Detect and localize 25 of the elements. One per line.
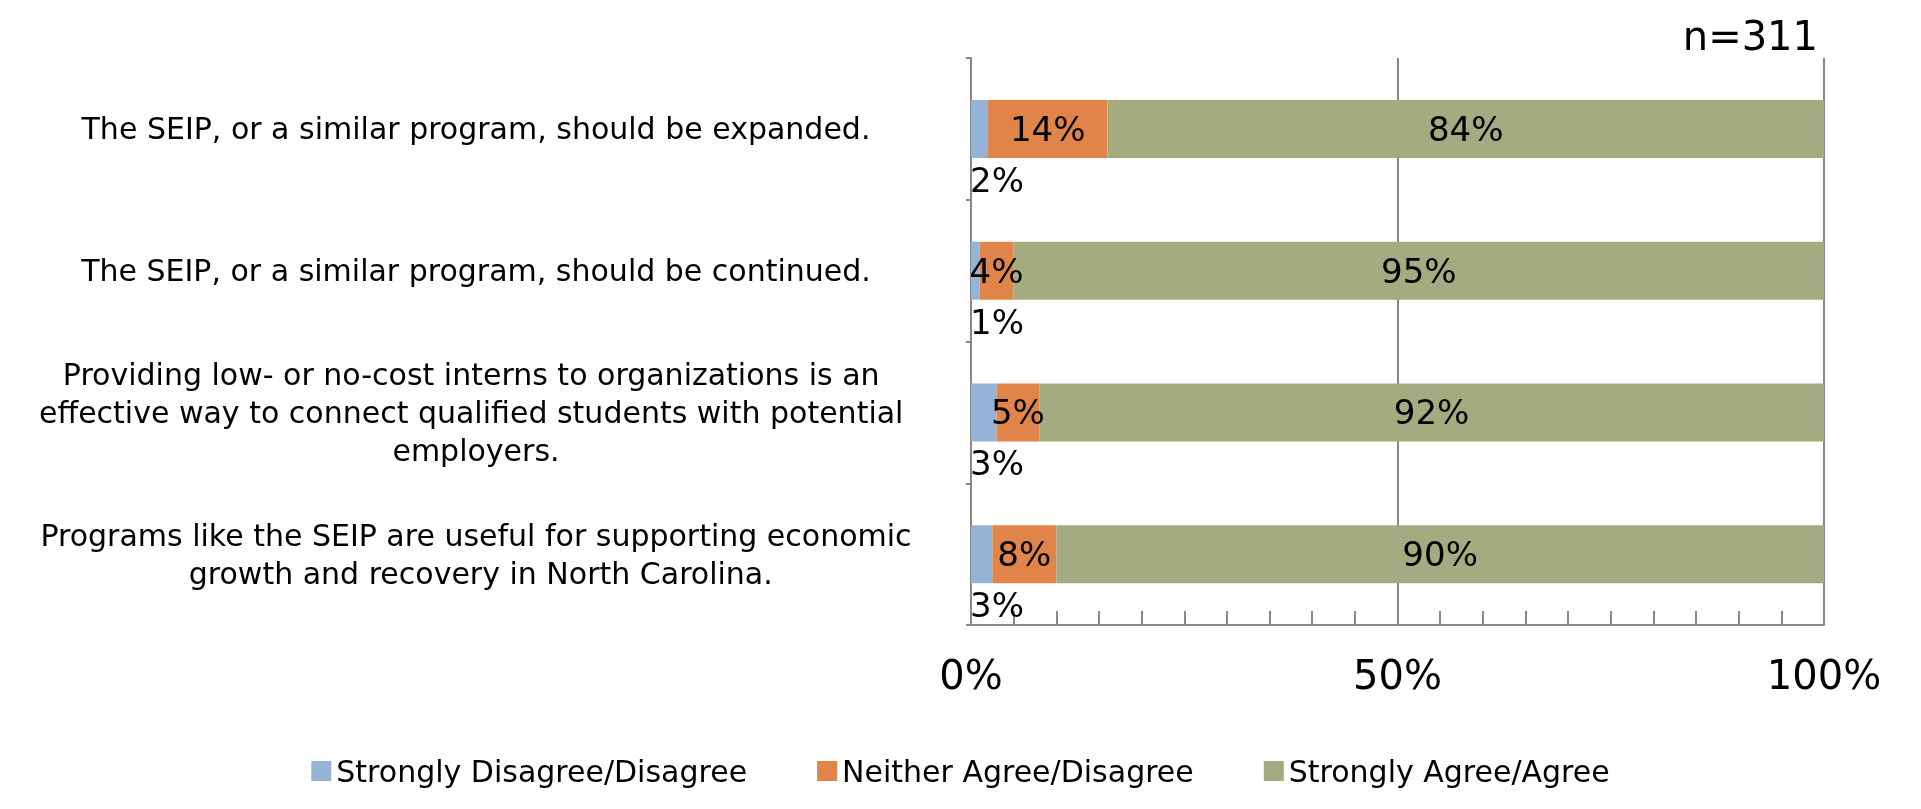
annotation: n=311 <box>1682 13 1818 59</box>
data-label: 14% <box>1009 108 1086 149</box>
data-label: 2% <box>970 159 1024 200</box>
bar <box>1056 525 1824 584</box>
legend-label: Neither Agree/Disagree <box>842 753 1194 789</box>
data-label: 1% <box>970 301 1024 342</box>
x-tick-label: 100% <box>1766 652 1882 698</box>
legend-label: Strongly Agree/Agree <box>1288 753 1610 789</box>
y-tick-label: The SEIP, or a similar program, should be expanded. <box>80 111 871 147</box>
bar <box>1107 99 1824 158</box>
data-label: 84% <box>1427 108 1504 149</box>
y-tick-label: Providing low- or no-cost interns to organizations is an effective way to connect qualified students with potential employers. <box>39 356 913 468</box>
data-label: 92% <box>1393 392 1470 433</box>
bar <box>971 525 993 584</box>
x-tick-label: 50% <box>1353 652 1442 698</box>
legend-label: Strongly Disagree/Disagree <box>336 753 748 789</box>
x-tick-label: 0% <box>939 652 1003 698</box>
data-label: 95% <box>1381 250 1457 291</box>
y-tick-label: The SEIP, or a similar program, should be continued. <box>80 253 871 289</box>
bar <box>971 99 989 158</box>
data-label: 3% <box>970 585 1024 626</box>
data-label: 90% <box>1402 534 1478 575</box>
data-label: 8% <box>997 534 1052 575</box>
data-label: 3% <box>970 443 1024 484</box>
y-tick-label: Programs like the SEIP are useful for supporting economic growth and recovery in North Carolina. <box>40 517 912 591</box>
